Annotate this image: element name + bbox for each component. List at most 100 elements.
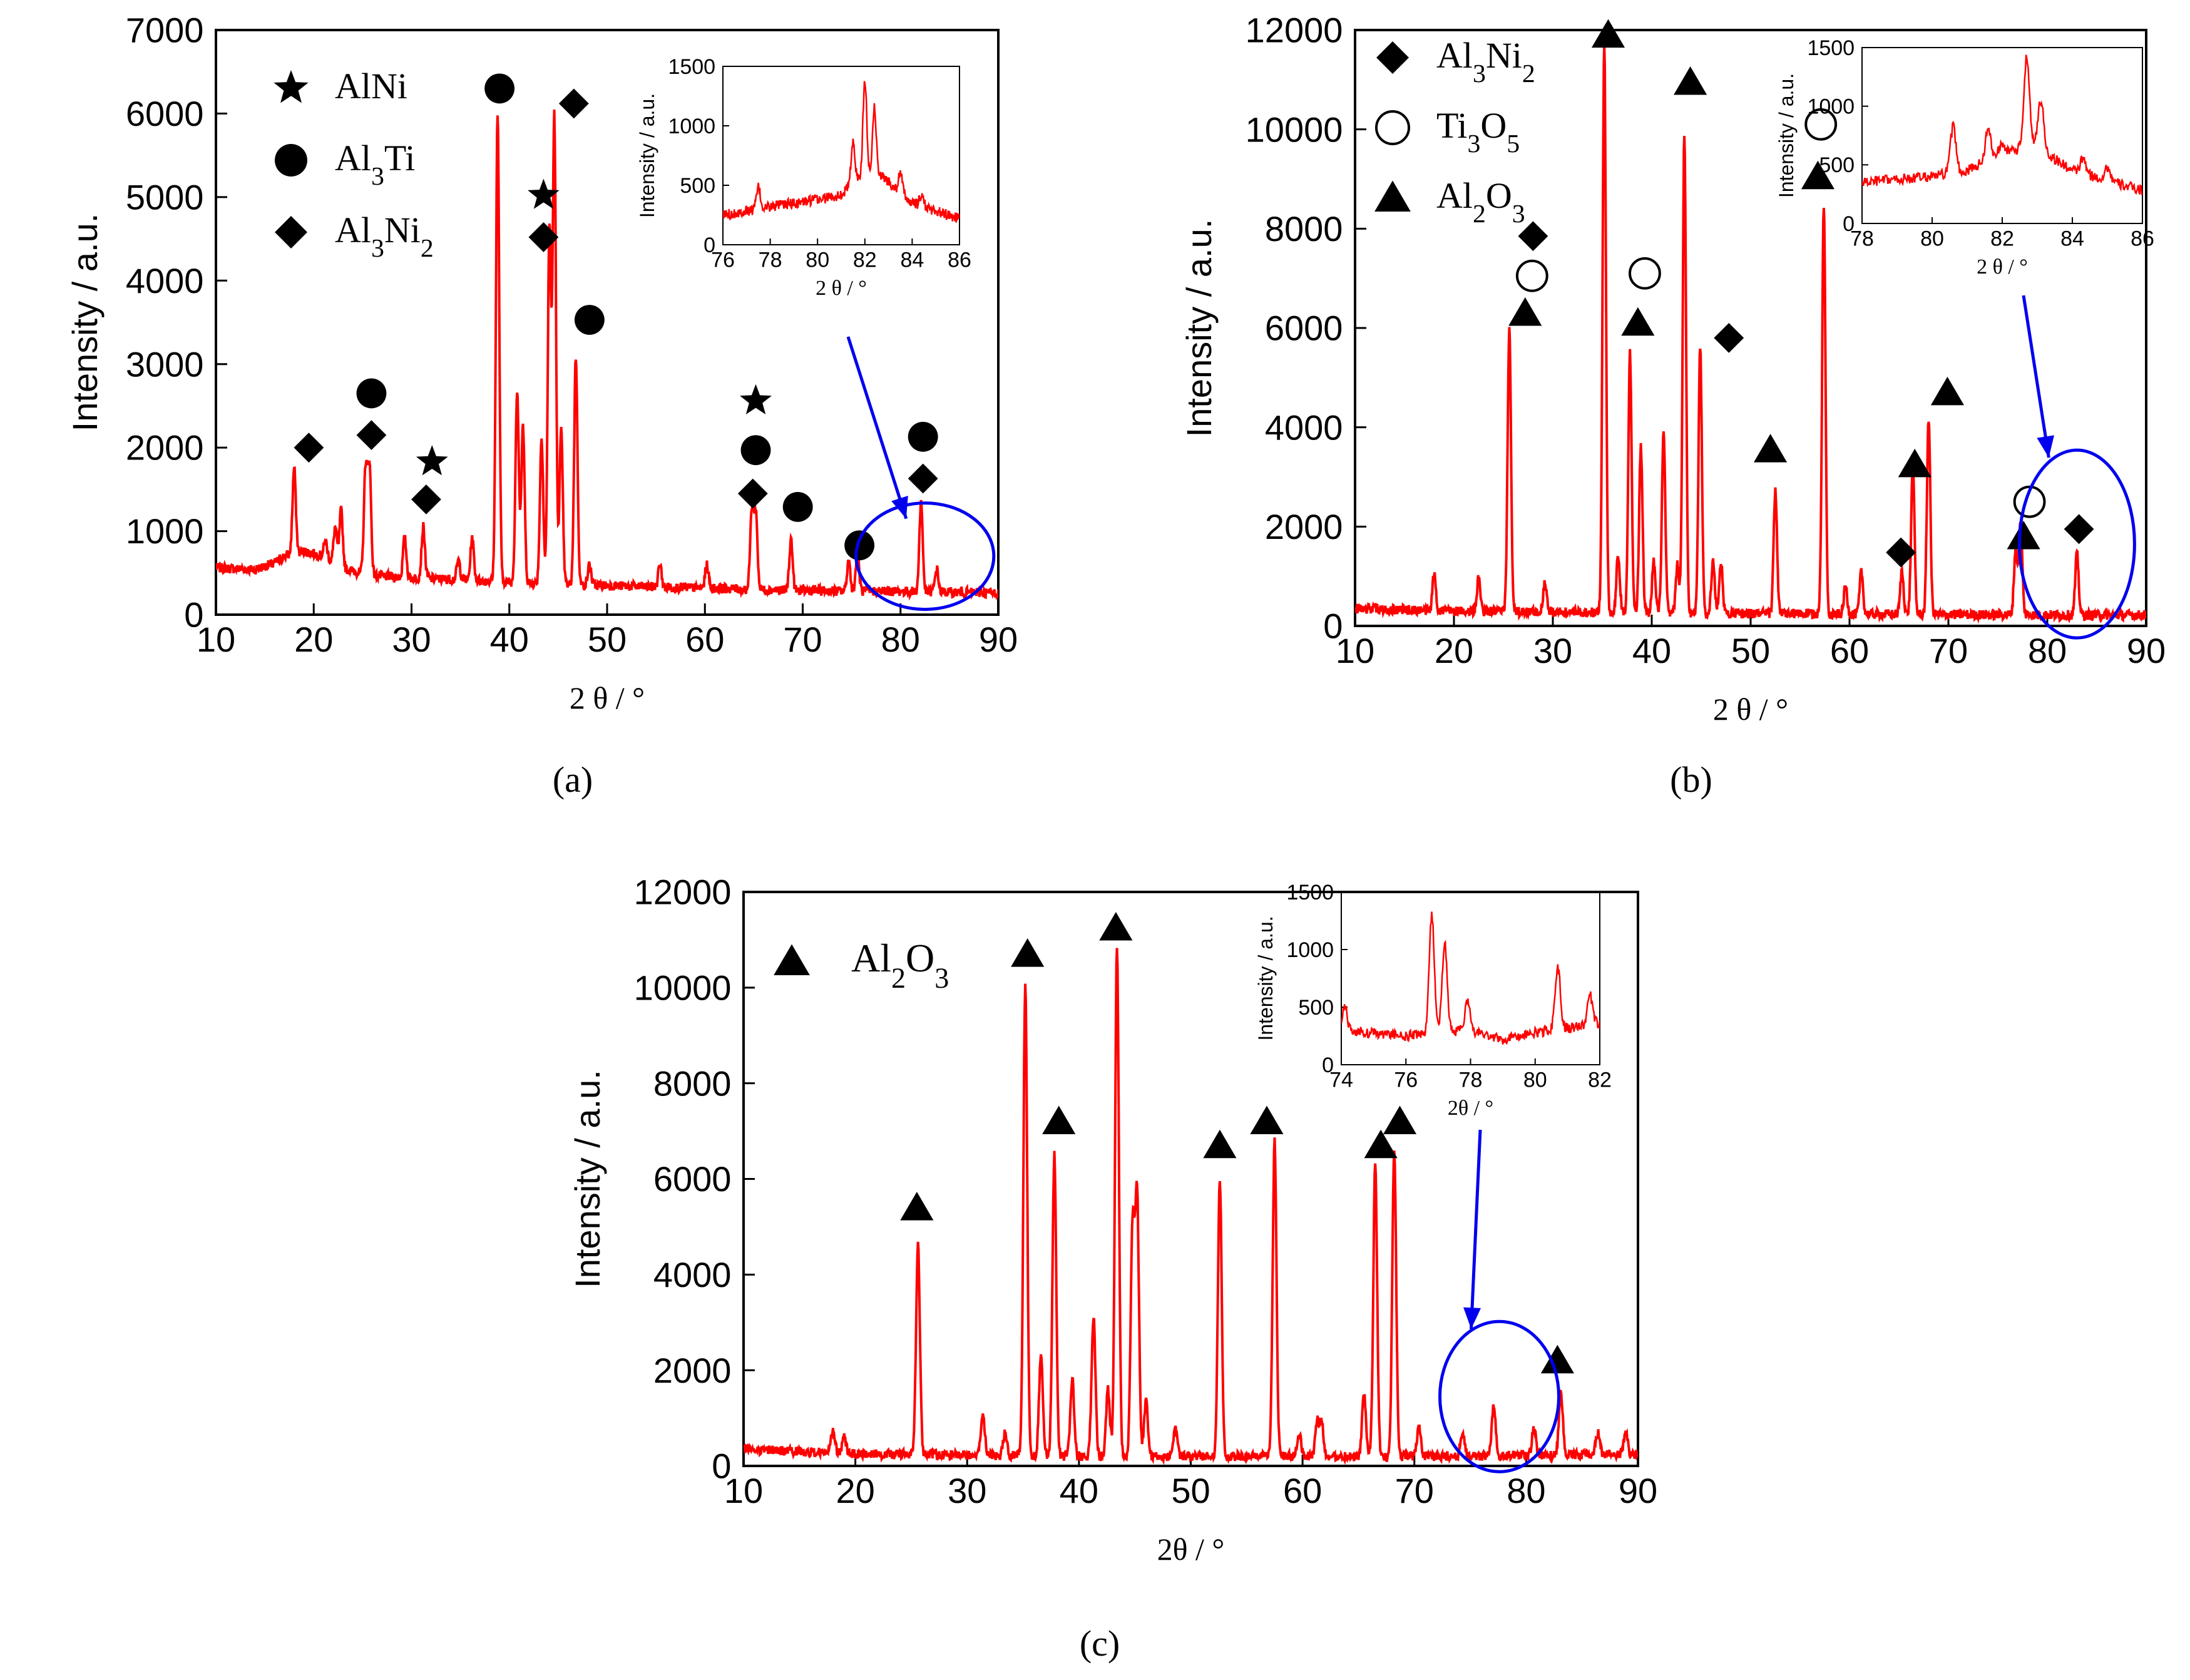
- phase-marker-triangle: [1591, 19, 1625, 48]
- x-tick-label: 60: [1830, 631, 1869, 670]
- phase-marker-diamond: [1518, 221, 1548, 252]
- phase-marker-star: [416, 445, 448, 476]
- inset-plot: 76 78 80 82 84 86 0 500 1000 1500 2 θ / ° Intensity…: [636, 55, 971, 300]
- phase-marker-diamond: [294, 433, 324, 463]
- phase-marker-triangle: [1540, 1345, 1574, 1374]
- x-tick-label: 74: [1329, 1068, 1353, 1092]
- inset-frame: [1861, 47, 2143, 224]
- phase-marker-triangle: [1621, 307, 1655, 336]
- phase-marker-circle-open: [1629, 257, 1661, 290]
- y-tick-label: 500: [1819, 153, 1855, 177]
- x-tick-label: 60: [1283, 1471, 1322, 1510]
- x-tick-label: 80: [806, 248, 829, 272]
- x-tick-label: 20: [294, 620, 333, 659]
- x-tick-label: 82: [853, 248, 877, 272]
- y-tick-label: 7000: [126, 11, 204, 50]
- phase-marker-triangle: [1383, 1105, 1417, 1135]
- panel-caption: (c): [1080, 1623, 1120, 1664]
- x-tick-label: 76: [1394, 1068, 1418, 1092]
- phase-marker-circle: [484, 73, 515, 104]
- panel-caption: (a): [553, 759, 593, 800]
- plot-frame: [215, 29, 1000, 616]
- phase-marker-circle: [844, 530, 875, 561]
- highlight-arrow: [1470, 1129, 1482, 1329]
- legend-label: AlNi: [335, 66, 407, 106]
- x-tick-label: 70: [1395, 1471, 1434, 1510]
- x-tick-label: 50: [1731, 631, 1770, 670]
- phase-marker-diamond: [2064, 514, 2094, 545]
- phase-marker-circle: [356, 378, 387, 409]
- phase-marker-circle: [782, 491, 813, 522]
- x-tick-label: 80: [881, 620, 920, 659]
- x-tick-label: 80: [2028, 631, 2067, 670]
- highlight-arrow: [2022, 295, 2050, 458]
- inset-plot: 74 76 78 80 82 0 500 1000 1500 2θ / ° Intensity / …: [1254, 881, 1612, 1120]
- phase-marker-triangle: [1674, 66, 1707, 95]
- y-tick-label: 8000: [653, 1063, 732, 1103]
- x-tick-label: 86: [948, 248, 971, 272]
- phase-marker-triangle: [1898, 448, 1932, 478]
- xrd-pattern-line: [216, 110, 998, 601]
- x-tick-label: 80: [1920, 227, 1944, 251]
- y-tick-label: 1000: [1807, 95, 1855, 119]
- legend-marker-circle-open: [1375, 110, 1410, 145]
- inset-x-label: 2 θ / °: [1977, 255, 2028, 279]
- x-tick-label: 90: [979, 620, 1018, 659]
- y-tick-label: 10000: [634, 968, 732, 1007]
- x-axis-label: 2 θ / °: [570, 680, 645, 715]
- arrow-head: [2037, 435, 2054, 458]
- y-axis-label: Intensity / a.u.: [568, 1070, 607, 1288]
- y-tick-label: 6000: [126, 94, 204, 133]
- phase-marker-triangle: [1099, 912, 1133, 941]
- inset-y-label: Intensity / a.u.: [1775, 73, 1798, 198]
- y-tick-label: 1500: [1286, 881, 1334, 904]
- phase-marker-triangle: [900, 1192, 934, 1221]
- y-tick-label: 500: [680, 174, 715, 198]
- legend-marker-triangle: [1374, 180, 1411, 212]
- phase-marker-triangle: [1011, 938, 1045, 967]
- y-tick-label: 4000: [653, 1255, 732, 1294]
- phase-marker-diamond: [737, 478, 768, 509]
- legend-marker-circle: [275, 144, 307, 177]
- x-tick-label: 86: [2131, 227, 2154, 251]
- highlight-ellipse: [2017, 448, 2136, 640]
- y-tick-label: 1000: [668, 115, 715, 138]
- legend-marker-triangle: [774, 944, 810, 975]
- inset-x-label: 2θ / °: [1448, 1097, 1493, 1120]
- x-tick-label: 40: [490, 620, 529, 659]
- highlight-ellipse: [854, 501, 996, 612]
- x-tick-label: 78: [1459, 1068, 1483, 1092]
- phase-marker-triangle: [1250, 1105, 1284, 1135]
- phase-marker-circle-open: [2013, 485, 2046, 518]
- x-tick-label: 30: [948, 1471, 986, 1510]
- y-axis-label: Intensity / a.u.: [1179, 219, 1219, 438]
- x-tick-label: 82: [1588, 1068, 1612, 1092]
- x-tick-label: 30: [392, 620, 431, 659]
- x-tick-label: 84: [2060, 227, 2084, 251]
- phase-marker-circle: [574, 305, 605, 335]
- x-tick-label: 70: [1929, 631, 1968, 670]
- inset-pattern-line: [723, 81, 959, 223]
- y-tick-label: 8000: [1265, 209, 1343, 248]
- phase-marker-circle-open: [1515, 259, 1548, 292]
- chart-panel-c: 10 20 30 40 50 60 70 80 900200040006000800010000…: [568, 873, 1657, 1664]
- legend-label: Al3Ti: [335, 138, 415, 191]
- highlight-arrow: [846, 336, 908, 520]
- y-tick-label: 5000: [126, 177, 204, 217]
- y-tick-label: 2000: [653, 1351, 732, 1390]
- chart-panel-a: 10 20 30 40 50 60 70 80 900100020003000400050006…: [65, 11, 1018, 800]
- phase-marker-triangle: [1754, 434, 1788, 463]
- x-tick-label: 78: [759, 248, 782, 272]
- phase-marker-diamond: [1886, 537, 1916, 568]
- y-tick-label: 1000: [1286, 938, 1334, 962]
- x-tick-label: 10: [724, 1471, 763, 1510]
- x-tick-label: 50: [588, 620, 627, 659]
- legend-label: Al2O3: [851, 936, 949, 994]
- y-tick-label: 1500: [1807, 36, 1855, 60]
- x-tick-label: 70: [783, 620, 822, 659]
- phase-marker-circle: [908, 421, 938, 452]
- arrow-head: [891, 495, 908, 519]
- x-tick-label: 78: [1850, 227, 1874, 251]
- phase-marker-triangle: [1508, 297, 1542, 326]
- highlight-ellipse: [1438, 1319, 1561, 1473]
